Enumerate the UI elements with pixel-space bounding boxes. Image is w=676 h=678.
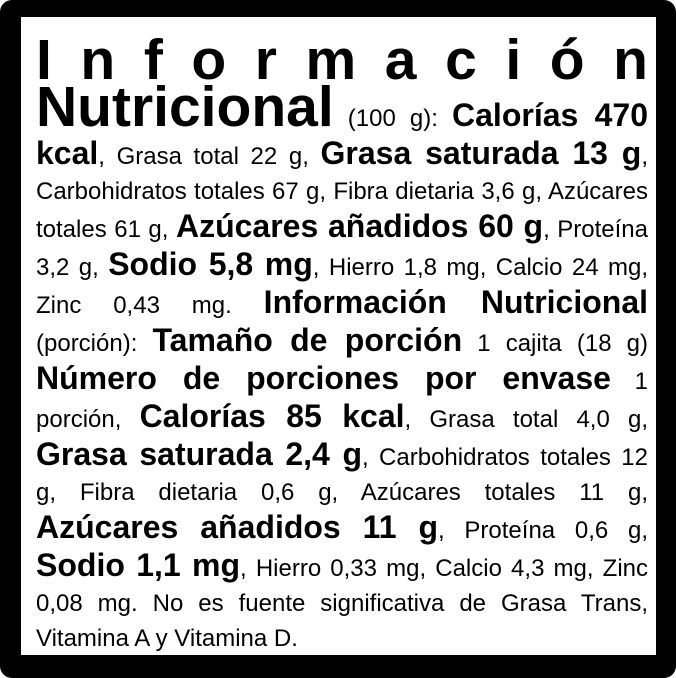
- tamano-porcion-label: Tamaño de porción: [152, 322, 463, 358]
- minerales-y-nota-porcion: , Hierro 0,33 mg, Calcio 4,3 mg, Zinc 0,…: [36, 555, 649, 652]
- grasa-total-100g: , Grasa total 22 g,: [98, 143, 321, 170]
- calorias-100g: Calorías 470 kcal: [36, 97, 648, 171]
- proteina-100g: , Proteína 3,2 g,: [36, 216, 649, 281]
- grasa-saturada-100g: Grasa saturada 13 g: [320, 135, 642, 171]
- minerales-100g: , Hierro 1,8 mg, Calcio 24 mg, Zinc 0,43…: [36, 254, 648, 319]
- sodio-porcion: Sodio 1,1 mg: [36, 547, 241, 583]
- title-informacion: I n f o r m a c i ó n: [36, 28, 648, 92]
- calorias-porcion: Calorías 85 kcal: [139, 398, 405, 434]
- title-nutricional: Nutricional: [36, 75, 334, 139]
- num-porciones-value: 1 porción,: [36, 368, 649, 433]
- proteina-porcion: , Proteína 0,6 g,: [438, 517, 648, 544]
- nutrition-label-panel: I n f o r m a c i ó n Nutricional (100 g…: [21, 17, 656, 655]
- carbohidratos-fibra-azucares-porcion: , Carbohidratos totales 12 g, Fibra diet…: [36, 444, 648, 506]
- num-porciones-label: Número de porciones por envase: [36, 360, 611, 396]
- grasa-saturada-porcion: Grasa saturada 2,4 g: [36, 436, 362, 472]
- grasa-total-porcion: , Grasa total 4,0 g,: [404, 406, 649, 433]
- basis-100g: (100 g):: [333, 105, 453, 132]
- header-porcion: Información Nutricional: [263, 284, 649, 320]
- basis-porcion: (porción):: [36, 330, 153, 357]
- azucares-anadidos-100g: Azúcares añadidos 60 g: [175, 208, 544, 244]
- azucares-anadidos-porcion: Azúcares añadidos 11 g: [36, 509, 439, 545]
- sodio-100g: Sodio 5,8 mg: [108, 246, 313, 282]
- tamano-porcion-value: 1 cajita (18 g): [462, 330, 648, 357]
- nutrition-text-paragraph: I n f o r m a c i ó n Nutricional (100 g…: [21, 17, 656, 656]
- carbohidratos-fibra-azucares-100g: , Carbohidratos totales 67 g, Fibra diet…: [36, 143, 649, 243]
